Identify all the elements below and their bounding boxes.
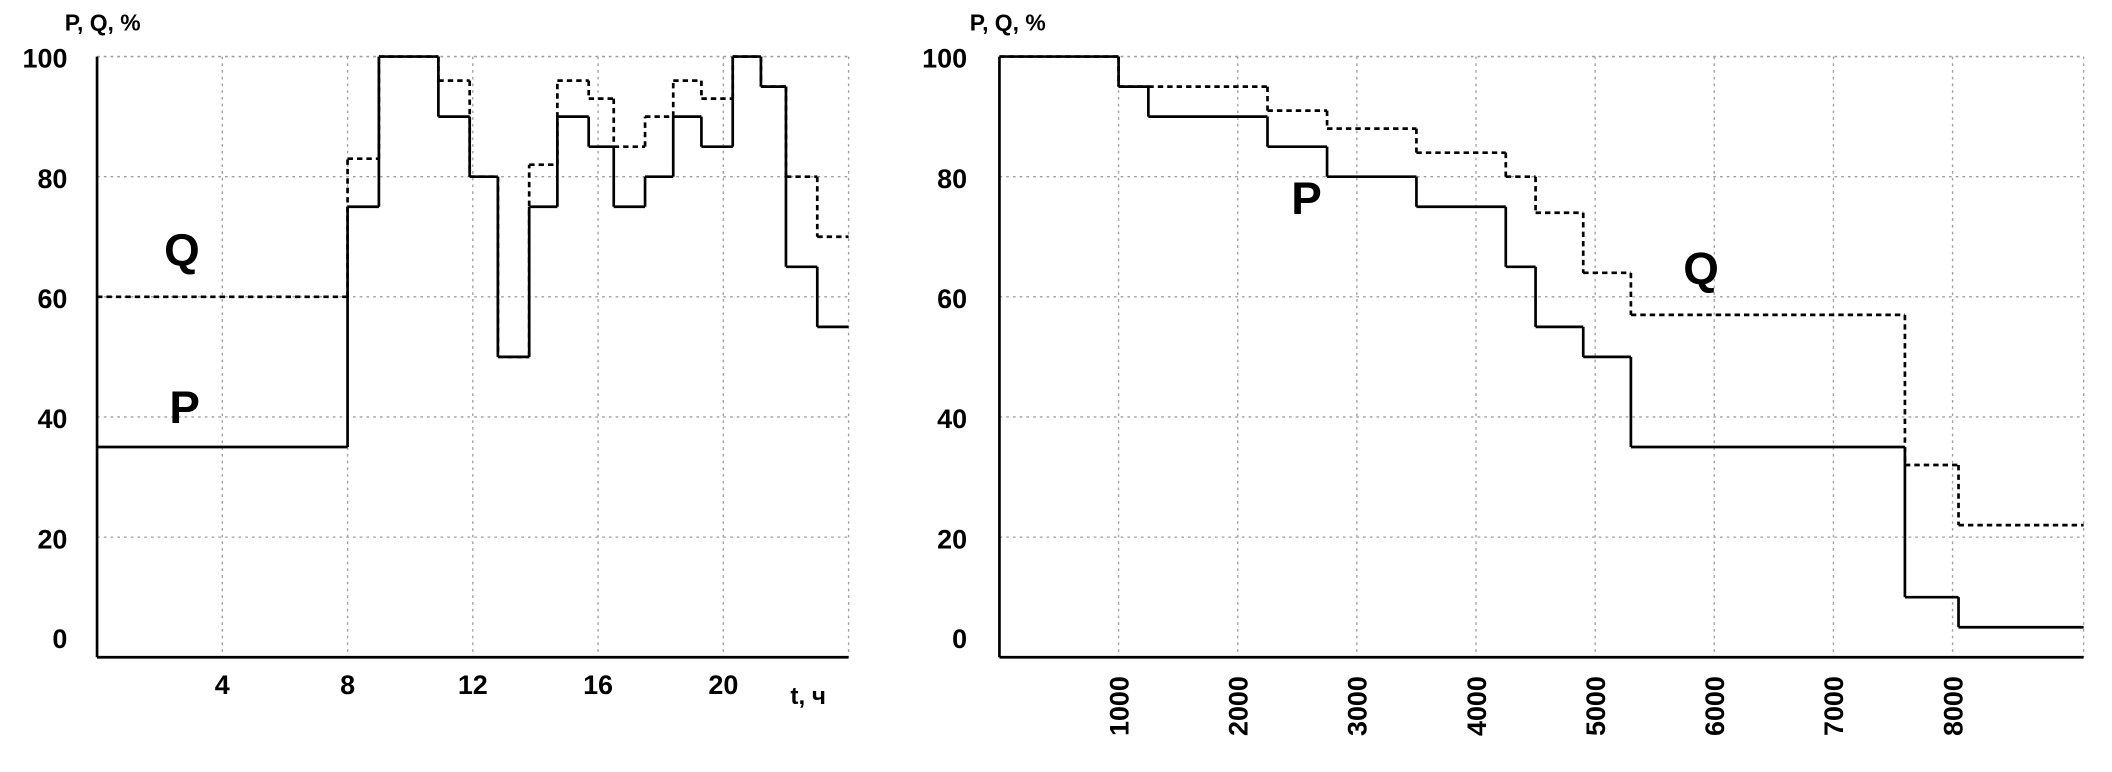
y-tick-label: 60 [37,284,67,314]
y-tick-label: 60 [937,284,967,314]
x-tick-label: 2000 [1224,676,1254,736]
x-tick-label: 4000 [1462,676,1492,736]
x-tick-label: 4 [215,670,230,700]
x-tick-label: 20 [708,670,738,700]
x-tick-label: 16 [583,670,613,700]
x-tick-label: 1000 [1104,676,1134,736]
axis-title: P, Q, % [970,9,1046,35]
y-tick-label: 100 [922,44,967,74]
x-tick-label: 7000 [1819,676,1849,736]
x-tick-label: 5000 [1581,676,1611,736]
y-tick-label: 20 [937,524,967,554]
y-tick-label: 20 [37,524,67,554]
y-tick-label: 80 [937,164,967,194]
y-tick-label: 40 [37,404,67,434]
series-label: P [1291,173,1322,224]
x-axis-label: t, ч [790,683,826,710]
y-tick-label: 0 [952,624,967,654]
y-tick-label: 100 [23,44,68,74]
x-tick-label: 12 [458,670,488,700]
x-tick-label: 8 [340,670,355,700]
y-tick-label: 0 [52,624,67,654]
y-tick-label: 40 [937,404,967,434]
series-label: Q [164,224,200,275]
x-tick-label: 3000 [1343,676,1373,736]
y-tick-label: 80 [37,164,67,194]
axis-title: P, Q, % [65,9,141,35]
series-label: Q [1683,243,1719,294]
x-tick-label: 8000 [1938,676,1968,736]
series-label: P [169,382,200,433]
x-tick-label: 6000 [1700,676,1730,736]
